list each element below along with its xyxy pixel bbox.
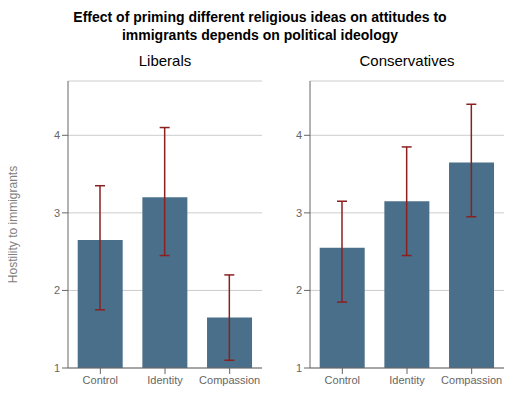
svg-text:Compassion: Compassion [441, 374, 502, 386]
svg-text:4: 4 [296, 130, 302, 142]
svg-text:1: 1 [54, 362, 60, 374]
svg-text:2: 2 [54, 285, 60, 297]
svg-text:2: 2 [296, 285, 302, 297]
html-text:Effect of priming different re: Effect of priming different religious id… [73, 9, 447, 44]
svg-text:4: 4 [54, 130, 60, 142]
svg-text:3: 3 [296, 207, 302, 219]
svg-text:Hostility to immigrants: Hostility to immigrants [8, 166, 20, 283]
svg-text:Identity: Identity [147, 374, 183, 386]
svg-text:Identity: Identity [389, 374, 425, 386]
svg-text:Control: Control [325, 374, 360, 386]
svg-text:1: 1 [296, 362, 302, 374]
svg-text:Control: Control [83, 374, 118, 386]
html-text:Liberals: Liberals [138, 52, 192, 70]
svg-text:Compassion: Compassion [199, 374, 260, 386]
html-text:Conservatives: Conservatives [359, 52, 455, 70]
svg-text:3: 3 [54, 207, 60, 219]
